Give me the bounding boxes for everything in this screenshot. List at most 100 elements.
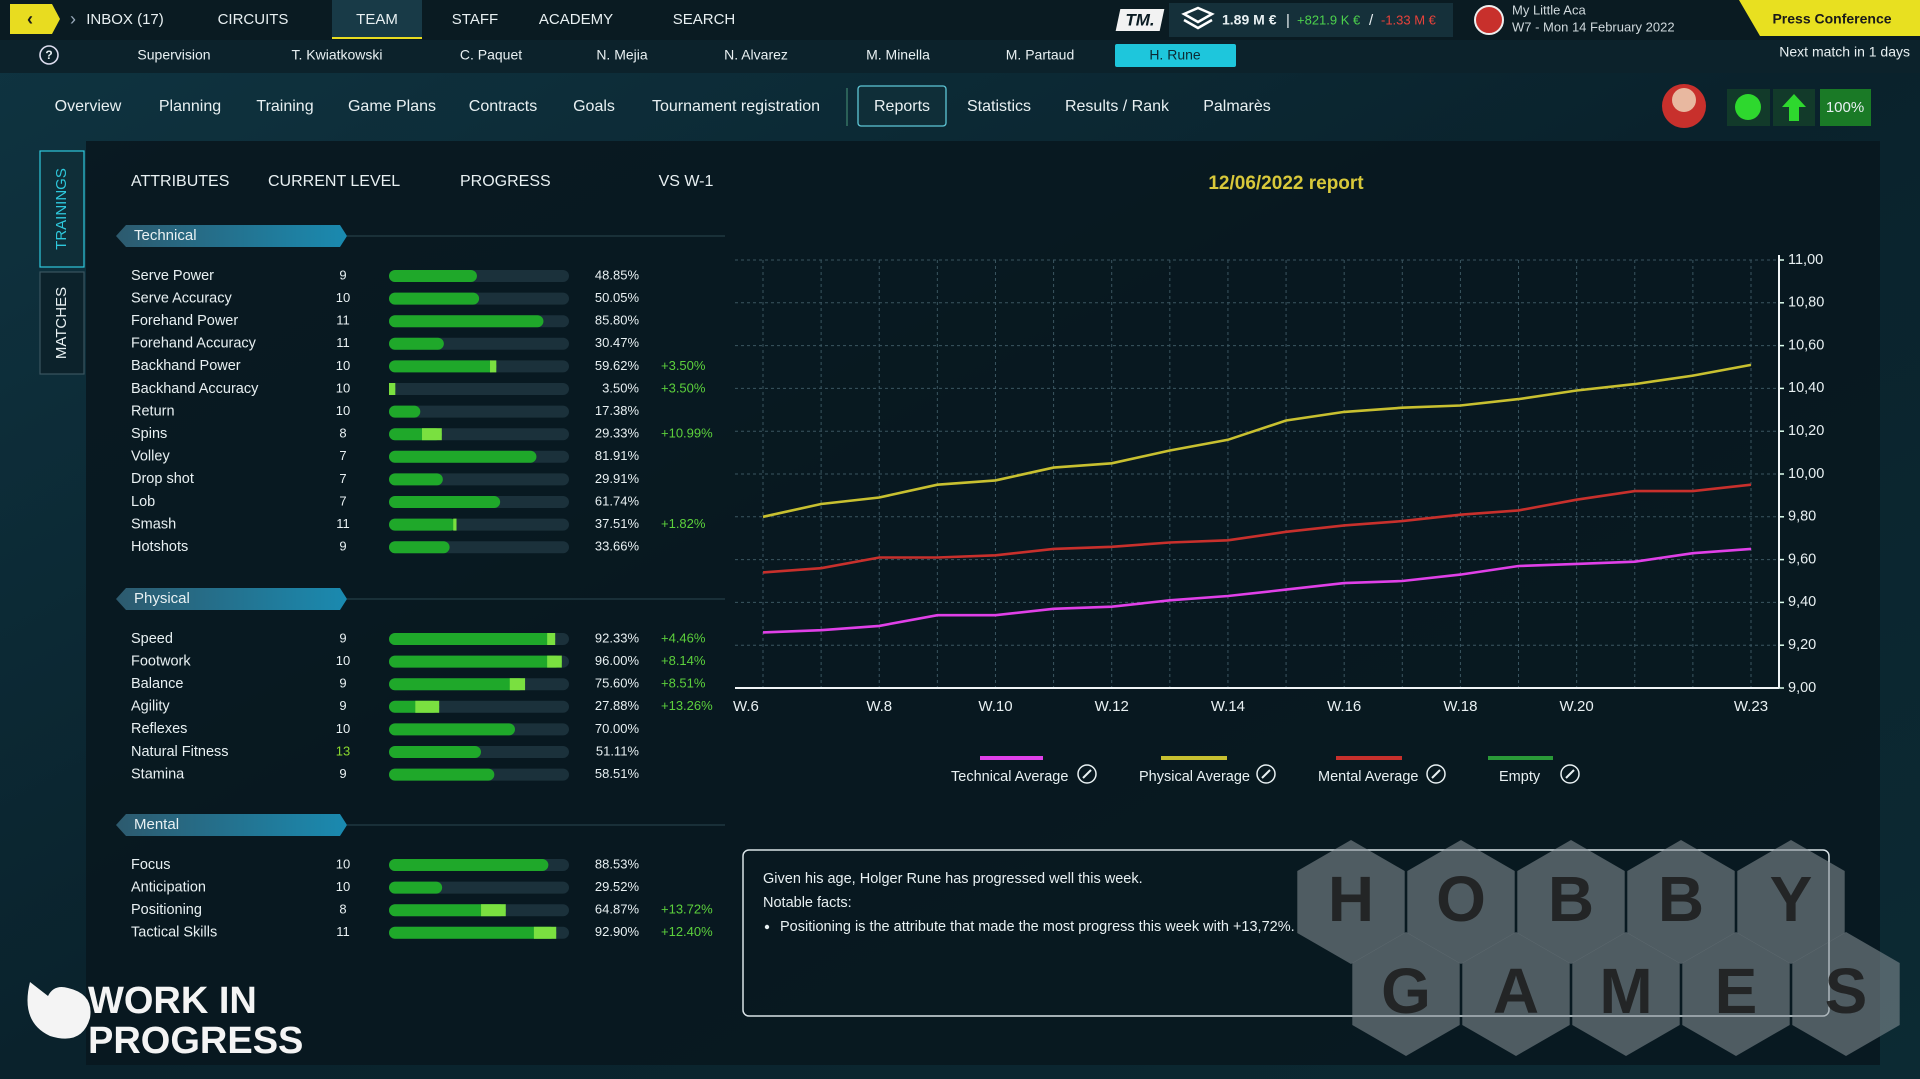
side-tab-bg[interactable] bbox=[39, 150, 85, 268]
attribute-name: Footwork bbox=[131, 653, 191, 669]
legend-label: Technical Average bbox=[951, 769, 1068, 785]
progress-label: 50.05% bbox=[595, 290, 640, 305]
player-face bbox=[1672, 88, 1696, 112]
nav-item[interactable]: STAFF bbox=[452, 11, 498, 28]
tab[interactable]: Goals bbox=[573, 98, 615, 115]
help-text: ? bbox=[45, 48, 52, 62]
tab[interactable]: Tournament registration bbox=[652, 98, 820, 115]
progress-bar bbox=[389, 678, 526, 691]
player-tab[interactable]: N. Mejia bbox=[596, 47, 648, 63]
progress-delta bbox=[481, 904, 506, 917]
x-tick-label: W.23 bbox=[1734, 698, 1768, 715]
y-tick-label: 9,80 bbox=[1788, 509, 1816, 525]
press-button-bg[interactable] bbox=[1739, 0, 1920, 36]
attribute-level: 10 bbox=[336, 290, 350, 305]
delta-label: +8.51% bbox=[661, 676, 706, 691]
mood-icon bbox=[1735, 94, 1761, 120]
forward-arrow[interactable]: › bbox=[70, 9, 76, 29]
side-tab[interactable]: TRAININGS bbox=[53, 168, 70, 250]
nav-item[interactable]: CIRCUITS bbox=[218, 11, 289, 28]
progress-label: 3.50% bbox=[602, 380, 639, 395]
side-tab[interactable]: MATCHES bbox=[53, 287, 70, 359]
player-tab[interactable]: H. Rune bbox=[1149, 47, 1201, 63]
tab[interactable]: Planning bbox=[159, 98, 221, 115]
legend-swatch bbox=[1336, 756, 1402, 760]
progress-bar bbox=[389, 904, 506, 917]
progress-label: 27.88% bbox=[595, 698, 640, 713]
trend-icon bbox=[1782, 94, 1806, 121]
player-tab[interactable]: N. Alvarez bbox=[724, 47, 788, 63]
legend-edit-icon[interactable] bbox=[1256, 764, 1276, 784]
press-button[interactable]: Press Conference bbox=[1772, 11, 1891, 27]
progress-label: 61.74% bbox=[595, 493, 640, 508]
tab[interactable]: Game Plans bbox=[348, 98, 436, 115]
progress-label: 58.51% bbox=[595, 766, 640, 781]
nav-item[interactable]: ACADEMY bbox=[539, 11, 613, 28]
progress-label: 17.38% bbox=[595, 403, 640, 418]
watermark-hex bbox=[1462, 932, 1570, 1056]
nav-item[interactable]: TEAM bbox=[356, 11, 398, 28]
watermark-hex bbox=[1737, 840, 1845, 964]
nav-item[interactable]: SEARCH bbox=[673, 11, 736, 28]
tab[interactable]: Statistics bbox=[967, 98, 1031, 115]
progress-bar bbox=[389, 768, 495, 781]
back-button[interactable] bbox=[10, 4, 60, 34]
section-header-bg bbox=[116, 225, 347, 247]
player-tab[interactable]: Supervision bbox=[137, 47, 210, 63]
tab[interactable]: Palmarès bbox=[1203, 98, 1271, 115]
progress-track bbox=[389, 405, 569, 418]
watermark-letter: B bbox=[1658, 863, 1704, 935]
progress-label: 88.53% bbox=[595, 856, 640, 871]
progress-label: 70.00% bbox=[595, 721, 640, 736]
progress-label: 29.33% bbox=[595, 426, 640, 441]
progress-bar bbox=[389, 633, 556, 645]
legend-label: Empty bbox=[1499, 769, 1541, 785]
attribute-level: 9 bbox=[339, 630, 346, 645]
tab-active-bg bbox=[857, 85, 947, 127]
report-bullet: Positioning is the attribute that made t… bbox=[780, 919, 1295, 935]
club-name: My Little Aca bbox=[1512, 2, 1586, 17]
progress-bar bbox=[389, 292, 480, 305]
attribute-name: Forehand Accuracy bbox=[131, 336, 257, 352]
tab[interactable]: Training bbox=[256, 98, 313, 115]
attribute-name: Speed bbox=[131, 631, 173, 647]
nav-active-underline bbox=[332, 37, 422, 39]
club-date: W7 - Mon 14 February 2022 bbox=[1512, 19, 1675, 34]
y-tick-label: 10,20 bbox=[1788, 423, 1824, 439]
help-icon[interactable] bbox=[39, 45, 59, 65]
y-tick-label: 10,40 bbox=[1788, 380, 1824, 396]
tab[interactable]: Contracts bbox=[469, 98, 537, 115]
side-tab-bg[interactable] bbox=[39, 271, 85, 375]
attribute-level: 9 bbox=[339, 698, 346, 713]
progress-bar bbox=[389, 541, 450, 554]
attribute-name: Forehand Power bbox=[131, 313, 238, 329]
progress-label: 85.80% bbox=[595, 313, 640, 328]
back-arrow: ‹ bbox=[27, 9, 33, 29]
progress-bar bbox=[389, 518, 457, 531]
attribute-name: Positioning bbox=[131, 902, 202, 918]
legend-edit-icon[interactable] bbox=[1560, 764, 1580, 784]
nav-item[interactable]: INBOX (17) bbox=[86, 11, 164, 28]
player-tab[interactable]: M. Partaud bbox=[1006, 47, 1074, 63]
attribute-level: 13 bbox=[336, 743, 350, 758]
x-tick-label: W.18 bbox=[1443, 698, 1477, 715]
legend-edit-pen bbox=[1082, 769, 1092, 779]
morale-box bbox=[1820, 89, 1871, 126]
x-tick-label: W.20 bbox=[1560, 698, 1594, 715]
progress-label: 81.91% bbox=[595, 448, 640, 463]
player-tab[interactable]: T. Kwiatkowski bbox=[291, 47, 382, 63]
watermark-wip: WORK IN bbox=[88, 980, 257, 1022]
tab[interactable]: Overview bbox=[55, 98, 122, 115]
watermark-letter: H bbox=[1328, 863, 1374, 935]
player-tab[interactable]: M. Minella bbox=[866, 47, 930, 63]
y-tick-label: 10,00 bbox=[1788, 466, 1824, 482]
tab[interactable]: Results / Rank bbox=[1065, 98, 1170, 115]
watermark-hex bbox=[1682, 932, 1790, 1056]
player-tab[interactable]: C. Paquet bbox=[460, 47, 522, 63]
legend-edit-icon[interactable] bbox=[1077, 764, 1097, 784]
progress-delta bbox=[415, 700, 440, 713]
tab[interactable]: Reports bbox=[874, 98, 930, 115]
legend-edit-icon[interactable] bbox=[1426, 764, 1446, 784]
delta-label: +3.50% bbox=[661, 358, 706, 373]
watermark-letter: S bbox=[1825, 955, 1868, 1027]
